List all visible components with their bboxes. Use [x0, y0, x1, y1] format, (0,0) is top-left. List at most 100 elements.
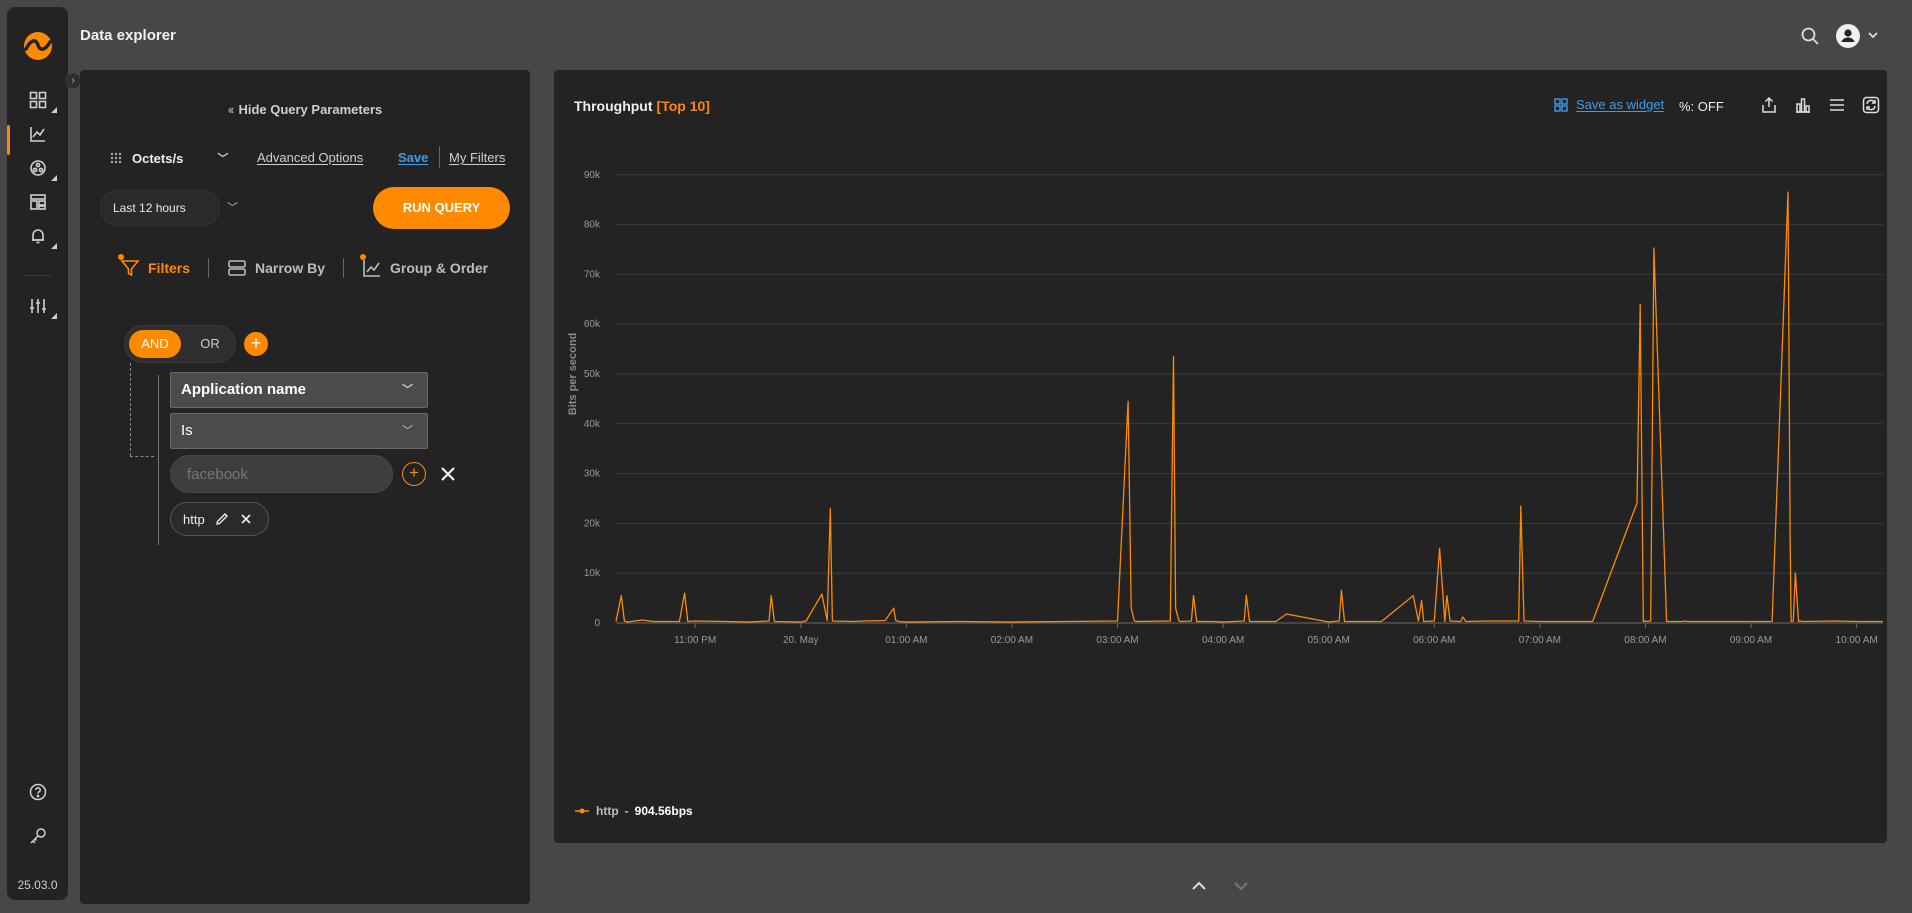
x-tick-label: 08:00 AM [1624, 635, 1666, 646]
chart-line-icon[interactable] [29, 125, 53, 149]
settings-sliders-icon[interactable] [29, 297, 57, 321]
save-link[interactable]: Save [398, 150, 429, 165]
throughput-chart[interactable]: 0 10k 20k 30k 40k 50k 60k 70k 80k 90k 100k 11:00 PM… [554, 130, 1887, 780]
y-axis-label: Bits per second [567, 333, 579, 416]
active-dot [360, 254, 367, 260]
y-tick-label: 90k [584, 170, 601, 181]
operator-select[interactable]: Is ﹀ [170, 413, 428, 449]
hide-query-parameters-label: Hide Query Parameters [238, 102, 383, 117]
chevron-down-icon: ﹀ [402, 384, 413, 396]
chevron-down-icon: ﹀ [217, 153, 229, 165]
my-filters-link[interactable]: My Filters [449, 150, 506, 165]
y-tick-label: 0 [594, 618, 600, 629]
sidebar-divider [24, 275, 51, 276]
tree-line [158, 375, 159, 545]
legend-marker [575, 808, 589, 814]
y-tick-label: 70k [584, 269, 601, 280]
operator-select-value: Is [181, 422, 193, 439]
dashboard-icon[interactable] [29, 91, 57, 115]
filter-value-input[interactable] [170, 455, 393, 493]
active-dot [118, 254, 124, 260]
app-version: 25.03.0 [17, 878, 58, 892]
y-tick-label: 60k [584, 319, 601, 330]
advanced-options-link[interactable]: Advanced Options [257, 150, 364, 165]
x-tick-label: 01:00 AM [885, 635, 927, 646]
add-value-button[interactable]: + [402, 462, 426, 486]
logic-or-button[interactable]: OR [200, 336, 220, 351]
tab-divider [343, 258, 345, 278]
tab-narrow-by-label: Narrow By [255, 260, 326, 276]
chevron-right-icon[interactable]: › [65, 73, 81, 89]
network-icon[interactable] [29, 159, 57, 183]
page-title: Data explorer [80, 27, 176, 44]
report-icon[interactable] [29, 193, 53, 217]
y-tick-label: 100k [578, 130, 601, 131]
x-tick-label: 11:00 PM [674, 635, 716, 646]
tree-connector [130, 363, 131, 456]
chevron-down-icon[interactable] [1230, 878, 1252, 894]
key-icon[interactable] [29, 827, 53, 851]
x-tick-label: 06:00 AM [1413, 635, 1455, 646]
tree-connector [130, 456, 154, 457]
search-icon[interactable] [1800, 26, 1820, 46]
filter-chip: http [170, 502, 269, 536]
tab-group-order[interactable]: Group & Order [360, 254, 489, 278]
legend-separator: - [624, 804, 629, 818]
edit-icon[interactable] [215, 512, 229, 526]
tab-group-order-label: Group & Order [390, 260, 489, 276]
y-tick-label: 20k [584, 518, 601, 529]
chart-title: Throughput [Top 10] [574, 98, 710, 114]
x-tick-label: 20. May [783, 635, 819, 646]
run-query-button[interactable]: RUN QUERY [373, 187, 510, 229]
chart-title-text: Throughput [574, 98, 653, 114]
hide-query-parameters-button[interactable]: ‹‹ Hide Query Parameters [80, 102, 530, 117]
field-select-value: Application name [181, 381, 307, 398]
y-tick-label: 30k [584, 469, 601, 480]
add-condition-button[interactable]: + [244, 332, 268, 356]
y-tick-label: 40k [584, 419, 601, 430]
help-icon[interactable] [29, 783, 53, 807]
tab-filters-label: Filters [148, 260, 191, 276]
double-chevron-left-icon: ‹‹ [227, 102, 235, 117]
x-tick-label: 10:00 AM [1835, 635, 1877, 646]
bell-icon[interactable] [29, 227, 57, 251]
logic-and-button[interactable]: AND [129, 330, 181, 358]
legend-series-value: 904.56bps [634, 804, 693, 818]
chevron-down-icon: ﹀ [227, 202, 238, 214]
tab-narrow-by[interactable]: Narrow By [227, 258, 325, 278]
chevron-down-icon[interactable] [1866, 28, 1880, 42]
grid-dots-icon [110, 152, 122, 164]
logic-toggle: AND OR [124, 325, 236, 363]
chevron-up-icon[interactable] [1188, 878, 1210, 894]
filter-chip-label: http [183, 511, 205, 527]
x-tick-label: 07:00 AM [1519, 635, 1561, 646]
user-avatar-icon[interactable] [1836, 24, 1860, 48]
percent-toggle[interactable]: %: OFF [1679, 99, 1724, 114]
time-range-select[interactable]: Last 12 hours ﹀ [100, 190, 238, 226]
export-icon[interactable] [1760, 96, 1778, 114]
chart-panel: Throughput [Top 10] Save as widget %: OFF… [554, 70, 1887, 843]
refresh-icon[interactable] [1862, 96, 1880, 114]
link-divider [439, 146, 440, 168]
tab-divider [208, 258, 210, 278]
tab-filters[interactable]: Filters [118, 254, 191, 278]
narrow-by-icon [228, 260, 246, 276]
filter-icon [120, 260, 140, 277]
bar-chart-icon[interactable] [1794, 96, 1812, 114]
save-as-widget-button[interactable]: Save as widget [1554, 97, 1664, 112]
close-icon[interactable] [239, 512, 253, 526]
x-tick-label: 02:00 AM [991, 635, 1033, 646]
app-logo[interactable] [23, 31, 53, 61]
widget-icon [1554, 97, 1568, 112]
metric-select[interactable]: Octets/s ﹀ [110, 150, 228, 166]
series-line-http [615, 191, 1883, 623]
close-icon[interactable] [437, 463, 459, 485]
field-select[interactable]: Application name ﹀ [170, 372, 428, 408]
x-tick-label: 04:00 AM [1202, 635, 1244, 646]
menu-icon[interactable] [1828, 96, 1846, 114]
metric-label: Octets/s [132, 150, 184, 166]
query-panel: ‹‹ Hide Query Parameters Octets/s ﹀ Advan… [80, 70, 530, 904]
y-tick-label: 10k [584, 568, 601, 579]
chart-legend[interactable]: http - 904.56bps [574, 804, 693, 818]
